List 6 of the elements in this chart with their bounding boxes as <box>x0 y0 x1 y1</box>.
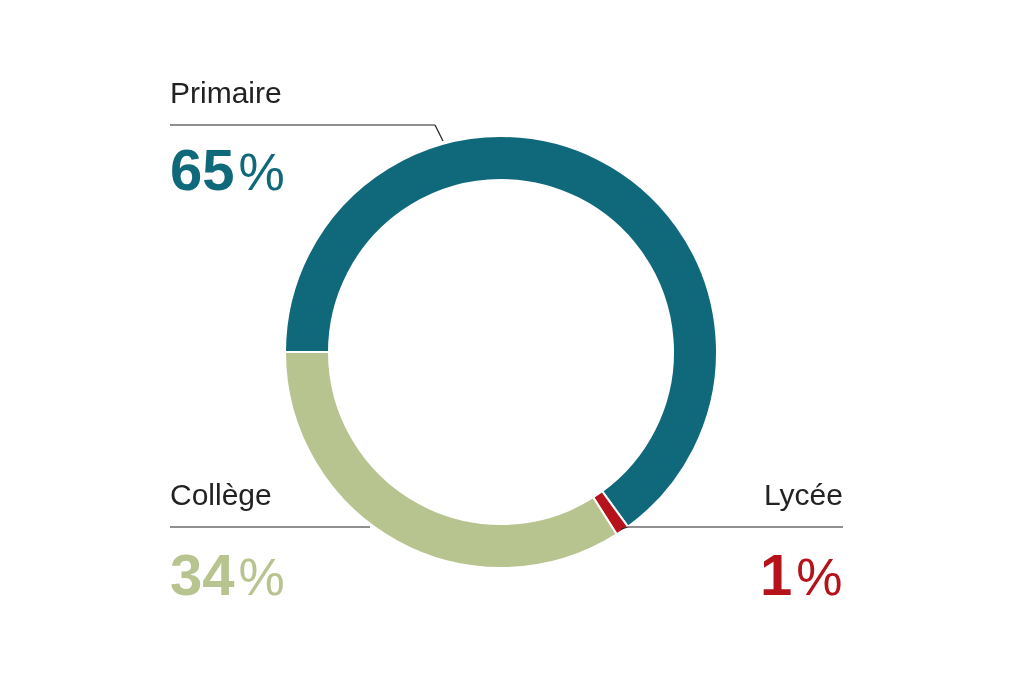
slice-label: Lycée <box>764 478 843 511</box>
slice-label: Collège <box>170 478 272 511</box>
slice-label: Primaire <box>170 76 282 109</box>
data-label: 34% <box>170 542 285 607</box>
data-label: 65% <box>170 137 285 202</box>
data-label: 1% <box>759 542 843 607</box>
